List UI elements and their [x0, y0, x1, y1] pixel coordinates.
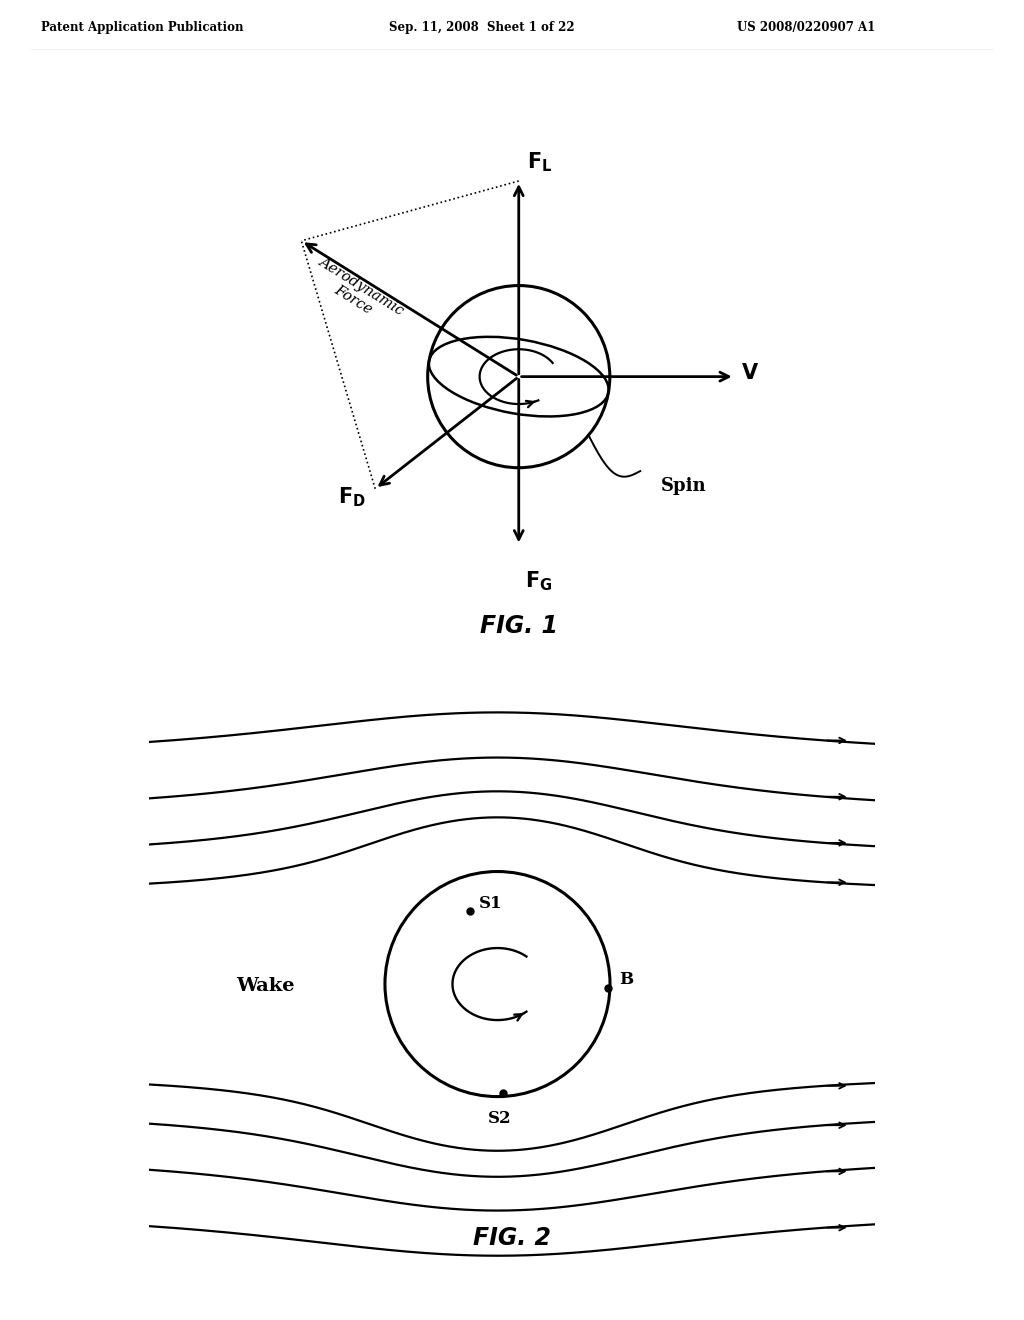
Text: FIG. 1: FIG. 1: [480, 614, 558, 638]
Text: Sep. 11, 2008  Sheet 1 of 22: Sep. 11, 2008 Sheet 1 of 22: [389, 21, 574, 34]
Text: $\mathbf{V}$: $\mathbf{V}$: [741, 363, 760, 383]
Text: US 2008/0220907 A1: US 2008/0220907 A1: [737, 21, 876, 34]
Text: Patent Application Publication: Patent Application Publication: [41, 21, 244, 34]
Text: Wake: Wake: [237, 977, 295, 995]
Text: B: B: [618, 972, 633, 989]
Text: $\mathbf{F_L}$: $\mathbf{F_L}$: [526, 150, 552, 174]
Text: Aerodynamic
Force: Aerodynamic Force: [308, 253, 407, 331]
Text: Spin: Spin: [660, 478, 707, 495]
Text: $\mathbf{F_G}$: $\mathbf{F_G}$: [525, 569, 553, 593]
Text: FIG. 2: FIG. 2: [473, 1226, 551, 1250]
Text: S1: S1: [478, 895, 502, 912]
Text: $\mathbf{F_D}$: $\mathbf{F_D}$: [338, 484, 366, 508]
Text: S2: S2: [487, 1110, 511, 1127]
